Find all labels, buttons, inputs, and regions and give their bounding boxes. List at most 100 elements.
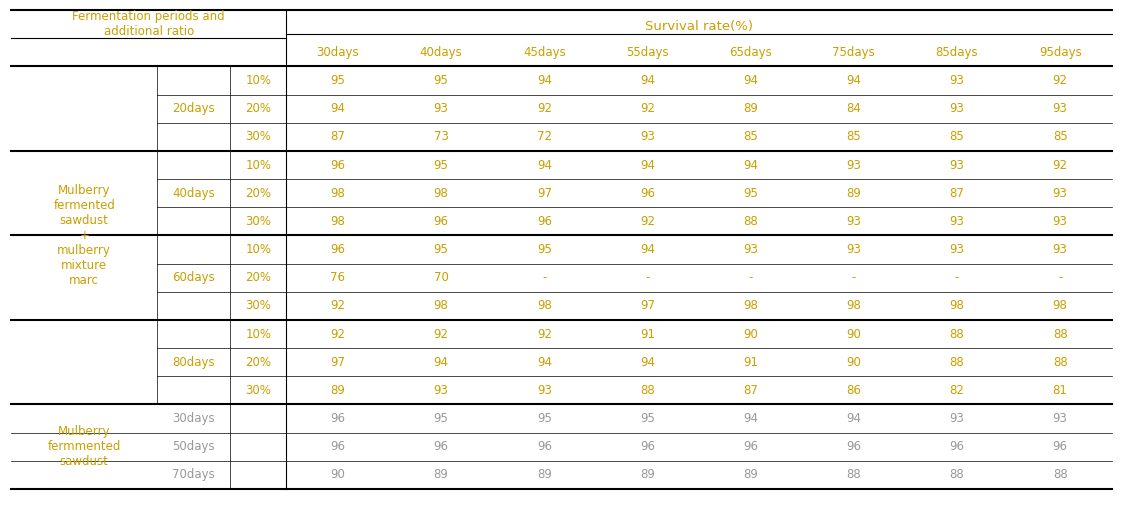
Text: 95: 95	[537, 243, 551, 256]
Text: 98: 98	[743, 300, 758, 312]
Text: 93: 93	[950, 412, 965, 425]
Text: 92: 92	[433, 328, 448, 341]
Text: 89: 89	[743, 468, 758, 481]
Text: 93: 93	[950, 243, 965, 256]
Text: 93: 93	[950, 215, 965, 228]
Text: 92: 92	[537, 328, 551, 341]
Text: 95: 95	[433, 159, 448, 171]
Text: 92: 92	[1052, 74, 1068, 87]
Text: 65days: 65days	[729, 46, 772, 59]
Text: 20days: 20days	[172, 102, 216, 115]
Text: 93: 93	[950, 159, 965, 171]
Text: 96: 96	[743, 440, 758, 453]
Text: -: -	[955, 271, 959, 284]
Text: 40days: 40days	[172, 187, 216, 200]
Text: 94: 94	[330, 102, 346, 115]
Text: 76: 76	[330, 271, 346, 284]
Text: 93: 93	[1052, 243, 1068, 256]
Text: 87: 87	[950, 187, 965, 200]
Text: 92: 92	[640, 215, 655, 228]
Text: 95: 95	[743, 187, 758, 200]
Text: 20%: 20%	[245, 271, 272, 284]
Text: 93: 93	[950, 74, 965, 87]
Text: 89: 89	[847, 187, 861, 200]
Text: 88: 88	[847, 468, 861, 481]
Text: 70days: 70days	[172, 468, 216, 481]
Text: 91: 91	[743, 356, 758, 369]
Text: 50days: 50days	[173, 440, 214, 453]
Text: 30days: 30days	[173, 412, 214, 425]
Text: 93: 93	[743, 243, 758, 256]
Text: 96: 96	[330, 243, 346, 256]
Text: 45days: 45days	[523, 46, 566, 59]
Text: 98: 98	[330, 187, 346, 200]
Text: 97: 97	[537, 187, 551, 200]
Text: 97: 97	[330, 356, 346, 369]
Text: 93: 93	[433, 102, 448, 115]
Text: 93: 93	[537, 384, 551, 397]
Text: 89: 89	[330, 384, 346, 397]
Text: 85days: 85days	[935, 46, 978, 59]
Text: 88: 88	[950, 356, 965, 369]
Text: 72: 72	[537, 130, 551, 143]
Text: 98: 98	[433, 187, 448, 200]
Text: 95: 95	[537, 412, 551, 425]
Text: 95: 95	[433, 243, 448, 256]
Text: 90: 90	[847, 328, 861, 341]
Text: Mulberry
fermented
sawdust
+
mulberry
mixture
marc: Mulberry fermented sawdust + mulberry mi…	[53, 184, 116, 287]
Text: 88: 88	[640, 384, 655, 397]
Text: Mulberry
fermmented
sawdust: Mulberry fermmented sawdust	[47, 425, 121, 468]
Text: 96: 96	[537, 440, 551, 453]
Text: -: -	[748, 271, 752, 284]
Text: 80days: 80days	[173, 356, 214, 369]
Text: 85: 85	[847, 130, 861, 143]
Text: 96: 96	[1052, 440, 1068, 453]
Text: 93: 93	[1052, 412, 1068, 425]
Text: 10%: 10%	[245, 328, 272, 341]
Text: 94: 94	[433, 356, 448, 369]
Text: 96: 96	[330, 159, 346, 171]
Text: 93: 93	[847, 159, 861, 171]
Text: 92: 92	[537, 102, 551, 115]
Text: Survival rate(%): Survival rate(%)	[645, 20, 754, 32]
Text: 89: 89	[537, 468, 551, 481]
Text: 94: 94	[743, 412, 758, 425]
Text: Fermentation periods and
additional ratio: Fermentation periods and additional rati…	[73, 10, 225, 38]
Text: 96: 96	[950, 440, 965, 453]
Text: -: -	[646, 271, 650, 284]
Text: 92: 92	[1052, 159, 1068, 171]
Text: 96: 96	[640, 187, 655, 200]
Text: 82: 82	[950, 384, 965, 397]
Text: 89: 89	[743, 102, 758, 115]
Text: 85: 85	[743, 130, 758, 143]
Text: -: -	[542, 271, 547, 284]
Text: 93: 93	[1052, 102, 1068, 115]
Text: 70: 70	[433, 271, 448, 284]
Text: 93: 93	[640, 130, 655, 143]
Text: 98: 98	[537, 300, 551, 312]
Text: 40days: 40days	[420, 46, 463, 59]
Text: 81: 81	[1052, 384, 1068, 397]
Text: 93: 93	[950, 102, 965, 115]
Text: 96: 96	[433, 215, 448, 228]
Text: 98: 98	[950, 300, 965, 312]
Text: 55days: 55days	[627, 46, 669, 59]
Text: 88: 88	[950, 328, 965, 341]
Text: 96: 96	[640, 440, 655, 453]
Text: 94: 94	[640, 356, 655, 369]
Text: 20%: 20%	[245, 102, 272, 115]
Text: 95: 95	[433, 74, 448, 87]
Text: 20%: 20%	[245, 356, 272, 369]
Text: 94: 94	[640, 159, 655, 171]
Text: 96: 96	[537, 215, 551, 228]
Text: 93: 93	[1052, 187, 1068, 200]
Text: 93: 93	[847, 215, 861, 228]
Text: 85: 85	[950, 130, 965, 143]
Text: 96: 96	[847, 440, 861, 453]
Text: 60days: 60days	[172, 271, 216, 284]
Text: 91: 91	[640, 328, 655, 341]
Text: 30%: 30%	[245, 384, 272, 397]
Text: 96: 96	[330, 440, 346, 453]
Text: 88: 88	[1052, 356, 1068, 369]
Text: 73: 73	[433, 130, 448, 143]
